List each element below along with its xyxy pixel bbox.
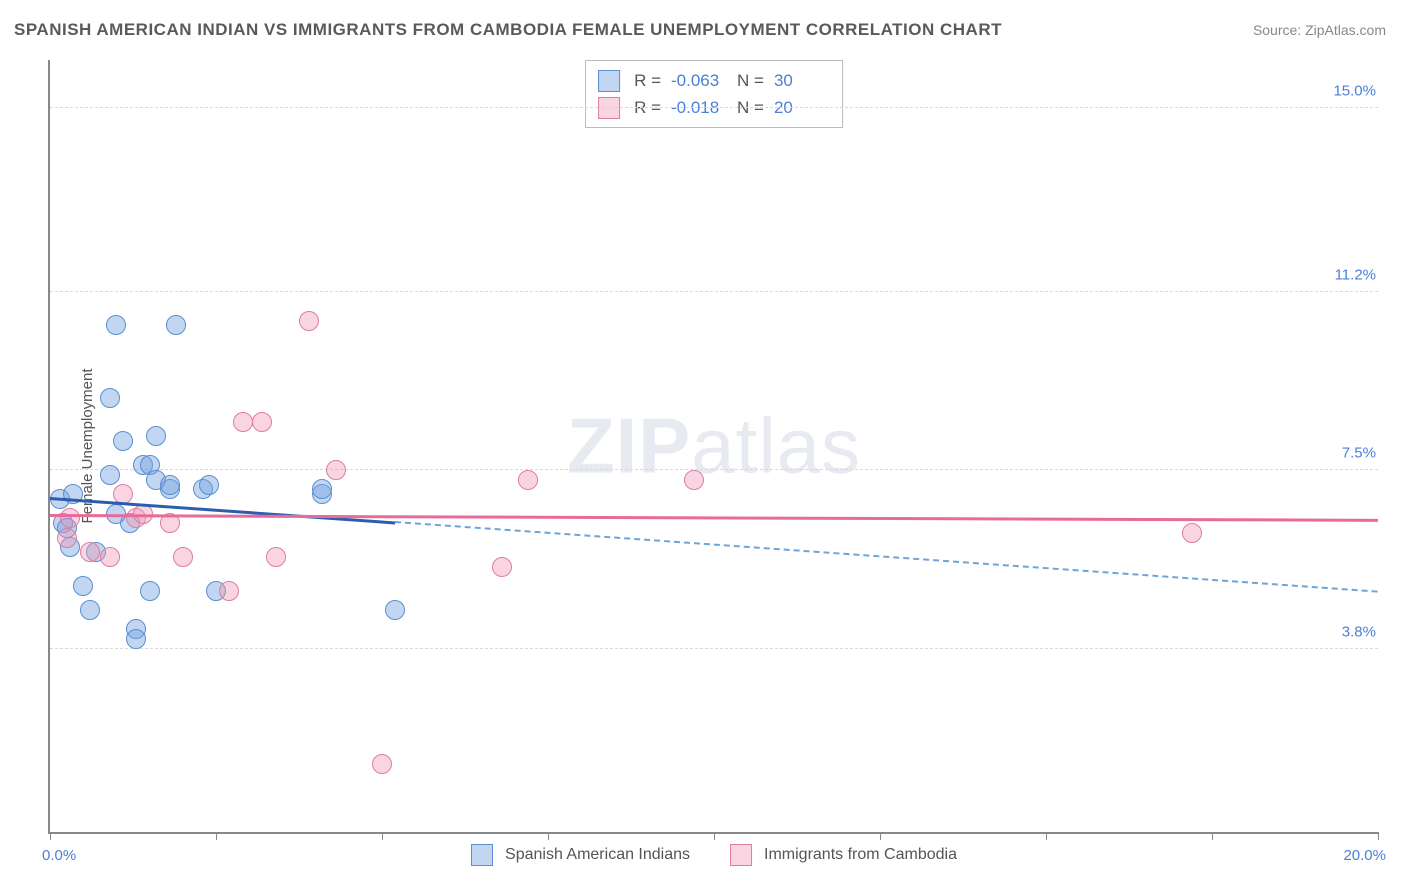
watermark-atlas: atlas <box>691 402 861 490</box>
x-tick <box>880 832 881 840</box>
x-tick <box>714 832 715 840</box>
data-point <box>385 600 405 620</box>
series-legend: Spanish American Indians Immigrants from … <box>471 844 957 866</box>
data-point <box>326 460 346 480</box>
series-legend-item: Spanish American Indians <box>471 844 690 866</box>
gridline <box>50 469 1378 470</box>
x-tick <box>216 832 217 840</box>
legend-r-label: R = <box>634 67 661 94</box>
data-point <box>100 388 120 408</box>
watermark: ZIPatlas <box>567 401 861 492</box>
data-point <box>60 508 80 528</box>
data-point <box>1182 523 1202 543</box>
x-tick <box>548 832 549 840</box>
watermark-zip: ZIP <box>567 402 691 490</box>
data-point <box>684 470 704 490</box>
y-tick-label: 11.2% <box>1331 266 1380 283</box>
y-tick-label: 3.8% <box>1338 623 1380 640</box>
data-point <box>146 426 166 446</box>
plot-area: ZIPatlas R =-0.063N =30R =-0.018N =20 Sp… <box>48 60 1378 834</box>
y-tick-label: 15.0% <box>1329 83 1380 100</box>
data-point <box>266 547 286 567</box>
data-point <box>372 754 392 774</box>
x-min-label: 0.0% <box>42 847 76 864</box>
legend-n-value: 30 <box>774 67 830 94</box>
data-point <box>100 547 120 567</box>
legend-r-value: -0.063 <box>671 67 727 94</box>
data-point <box>80 600 100 620</box>
gridline <box>50 291 1378 292</box>
data-point <box>166 315 186 335</box>
gridline <box>50 648 1378 649</box>
legend-swatch <box>598 70 620 92</box>
data-point <box>518 470 538 490</box>
data-point <box>252 412 272 432</box>
data-point <box>492 557 512 577</box>
x-max-label: 20.0% <box>1343 847 1386 864</box>
data-point <box>100 465 120 485</box>
legend-swatch <box>471 844 493 866</box>
data-point <box>199 475 219 495</box>
gridline <box>50 107 1378 108</box>
trend-line <box>50 514 1378 522</box>
data-point <box>106 315 126 335</box>
x-tick <box>1046 832 1047 840</box>
data-point <box>233 412 253 432</box>
data-point <box>57 528 77 548</box>
data-point <box>312 479 332 499</box>
data-point <box>73 576 93 596</box>
x-tick <box>1212 832 1213 840</box>
data-point <box>113 431 133 451</box>
y-tick-label: 7.5% <box>1338 445 1380 462</box>
x-tick <box>1378 832 1379 840</box>
trend-line <box>395 521 1378 593</box>
chart-title: SPANISH AMERICAN INDIAN VS IMMIGRANTS FR… <box>14 20 1002 40</box>
data-point <box>160 475 180 495</box>
data-point <box>126 629 146 649</box>
trend-line <box>50 497 395 524</box>
correlation-legend: R =-0.063N =30R =-0.018N =20 <box>585 60 843 128</box>
data-point <box>80 542 100 562</box>
data-point <box>219 581 239 601</box>
source-attribution: Source: ZipAtlas.com <box>1253 22 1386 38</box>
series-legend-label: Immigrants from Cambodia <box>764 846 957 864</box>
legend-n-label: N = <box>737 67 764 94</box>
data-point <box>299 311 319 331</box>
chart-container: SPANISH AMERICAN INDIAN VS IMMIGRANTS FR… <box>0 0 1406 892</box>
data-point <box>173 547 193 567</box>
x-tick <box>382 832 383 840</box>
data-point <box>140 581 160 601</box>
x-tick <box>50 832 51 840</box>
series-legend-item: Immigrants from Cambodia <box>730 844 957 866</box>
series-legend-label: Spanish American Indians <box>505 846 690 864</box>
legend-row: R = -0.063 N = 30 <box>598 67 830 94</box>
legend-swatch <box>730 844 752 866</box>
